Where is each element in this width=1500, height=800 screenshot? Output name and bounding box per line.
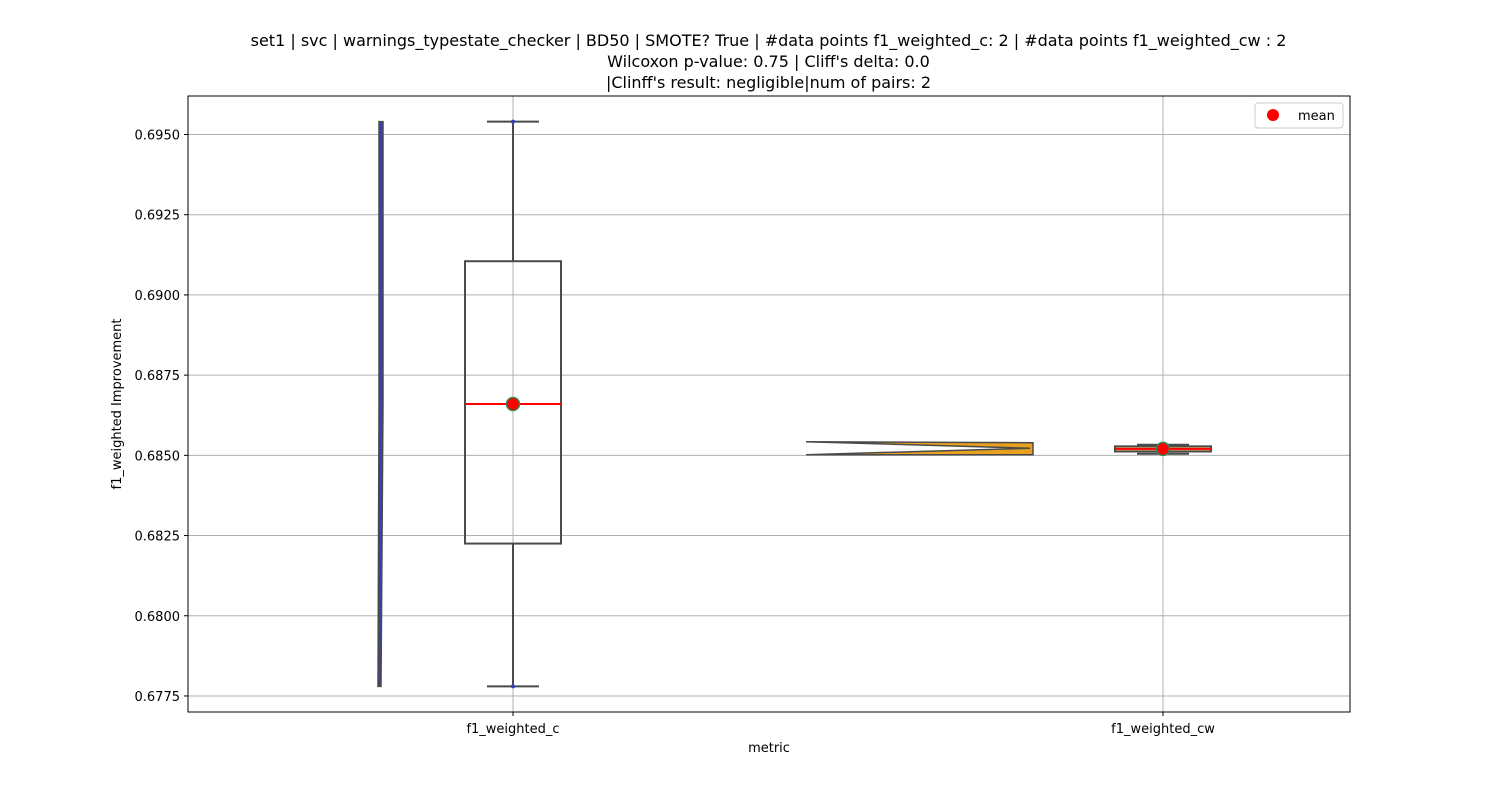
- data-point: [511, 119, 515, 124]
- data-point: [511, 684, 515, 689]
- y-tick-label: 0.6875: [135, 369, 181, 384]
- legend-frame: [1254, 102, 1344, 129]
- y-tick-label: 0.6900: [135, 289, 181, 304]
- x-tick-label: f1_weighted_cw: [1111, 722, 1215, 737]
- chart-title-line-3: |Clinff's result: negligible|num of pair…: [605, 73, 932, 92]
- violin-layer: [377, 120, 1034, 688]
- mean-marker: [505, 396, 521, 412]
- tick-layer: 0.6775 0.6800 0.6825 0.6850 0.6875 0.6900 0.69…: [135, 129, 1216, 738]
- legend-mean-label: mean: [1298, 109, 1335, 124]
- violin-f1_weighted_cw: [805, 440, 1034, 456]
- plot-frame: [187, 95, 1351, 713]
- mean-marker: [1155, 441, 1171, 457]
- y-tick-label: 0.6825: [135, 530, 181, 545]
- y-axis-label: f1_weighted Improvement: [110, 318, 125, 489]
- violin-f1_weighted_c: [377, 120, 384, 688]
- x-tick-label: f1_weighted_c: [466, 722, 559, 737]
- box-layer: [464, 119, 1212, 689]
- legend-mean-marker: [1267, 109, 1279, 121]
- iqr-box: [464, 260, 562, 545]
- y-tick-label: 0.6850: [135, 449, 181, 464]
- x-axis-label: metric: [748, 741, 790, 756]
- y-tick-label: 0.6925: [135, 209, 181, 224]
- y-tick-label: 0.6775: [135, 690, 181, 705]
- chart-title-line-1: set1 | svc | warnings_typestate_checker …: [250, 31, 1287, 50]
- legend: mean: [1254, 102, 1344, 129]
- grid-layer: [188, 96, 1350, 712]
- y-tick-label: 0.6800: [135, 610, 181, 625]
- chart-title-line-2: Wilcoxon p-value: 0.75 | Cliff's delta: …: [607, 52, 930, 71]
- y-tick-label: 0.6950: [135, 129, 181, 144]
